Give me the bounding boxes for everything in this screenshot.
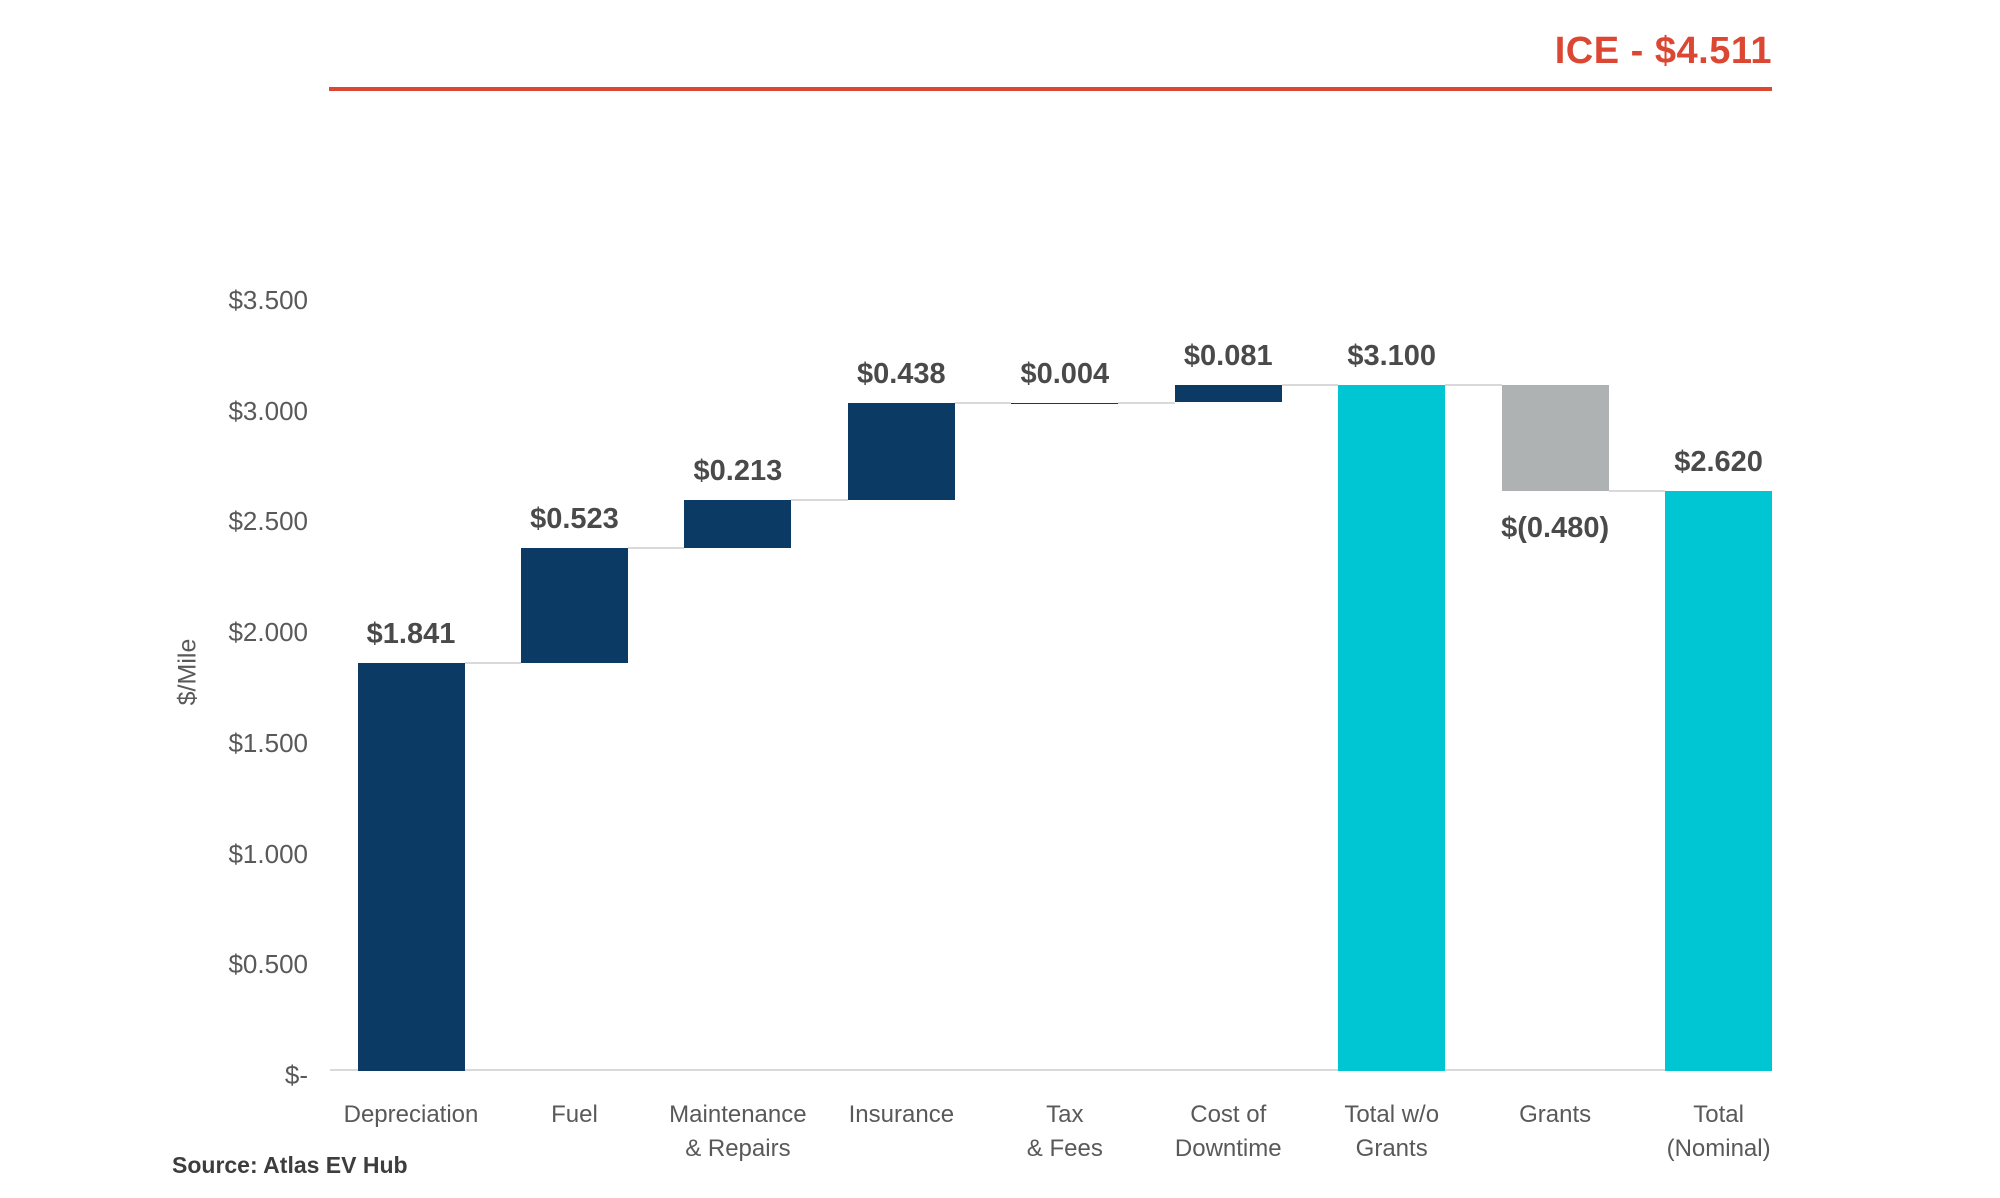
waterfall-bar xyxy=(357,663,465,1071)
x-category-label: Insurance xyxy=(848,1101,955,1128)
x-axis-baseline xyxy=(330,1069,1772,1071)
x-category-label: Fuel xyxy=(551,1101,598,1128)
waterfall-bar xyxy=(1501,384,1609,491)
connector-line xyxy=(627,546,685,549)
connector-line xyxy=(954,402,1012,405)
bar-value-label: $(0.480) xyxy=(1501,511,1610,544)
connector-line xyxy=(1445,383,1502,386)
y-axis-tick-label: $1.500 xyxy=(228,727,308,758)
y-axis-tick-label: $2.000 xyxy=(228,617,308,648)
waterfall-bar xyxy=(1665,490,1773,1071)
x-category-label: Total (Nominal) xyxy=(1666,1101,1771,1162)
connector-line xyxy=(1281,383,1339,386)
bar-value-label: $3.100 xyxy=(1347,339,1437,372)
waterfall-bar xyxy=(1174,384,1282,403)
ice-comparison-label: ICE - $4.511 xyxy=(1554,30,1772,72)
waterfall-bar xyxy=(847,403,955,501)
bar-value-label: $0.438 xyxy=(856,358,946,391)
x-category-label: Cost of Downtime xyxy=(1174,1101,1282,1162)
connector-line xyxy=(791,499,848,502)
y-axis-tick-label: $0.500 xyxy=(228,949,308,980)
x-category-label: Maintenance & Repairs xyxy=(669,1101,807,1162)
connector-line xyxy=(1608,489,1666,492)
connector-line xyxy=(464,662,521,665)
bar-value-label: $1.841 xyxy=(366,618,456,651)
x-category-label: Total w/o Grants xyxy=(1344,1101,1440,1162)
bar-value-label: $0.004 xyxy=(1020,357,1110,390)
ice-reference-line xyxy=(329,87,1772,91)
bar-value-label: $0.523 xyxy=(530,502,619,535)
waterfall-bar xyxy=(1011,402,1119,404)
y-axis-tick-label: $- xyxy=(284,1060,308,1090)
bar-value-label: $0.081 xyxy=(1183,339,1273,372)
x-category-label: Grants xyxy=(1519,1101,1592,1128)
connector-line xyxy=(1118,401,1175,404)
bar-value-label: $0.213 xyxy=(693,455,783,488)
bar-value-label: $2.620 xyxy=(1674,445,1763,478)
source-note: Source: Atlas EV Hub xyxy=(172,1152,408,1178)
x-category-label: Tax & Fees xyxy=(1026,1101,1103,1162)
waterfall-bar xyxy=(520,547,628,664)
x-category-label: Depreciation xyxy=(343,1101,479,1128)
y-axis-tick-label: $3.000 xyxy=(228,395,308,426)
waterfall-bar xyxy=(1338,384,1446,1071)
waterfall-bar xyxy=(684,500,792,548)
y-axis-tick-label: $1.000 xyxy=(228,838,308,869)
y-axis-tick-label: $3.500 xyxy=(228,284,308,315)
y-axis-tick-label: $2.500 xyxy=(228,506,308,537)
